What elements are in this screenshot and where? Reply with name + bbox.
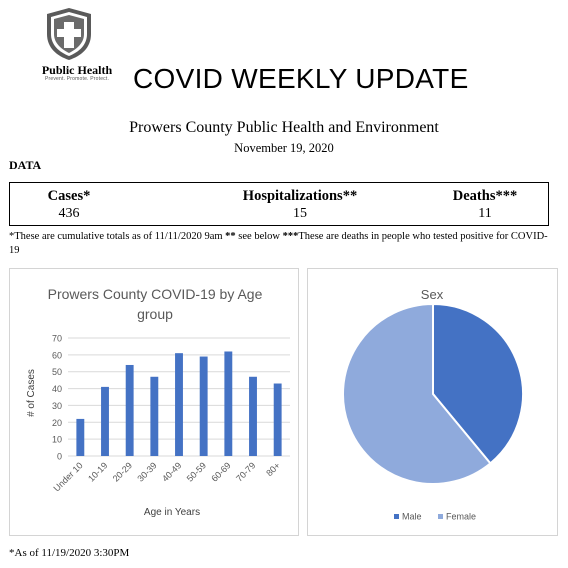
organization-name: Prowers County Public Health and Environ… [129, 119, 439, 136]
report-date: November 19, 2020 [234, 141, 334, 155]
age-chart-panel: Prowers County COVID-19 by Age group 0 10… [9, 268, 299, 536]
legend-label: Female [446, 512, 476, 522]
x-tick-label: 50-59 [185, 460, 208, 483]
bar-30-39 [150, 376, 159, 456]
chart-title-line: group [137, 306, 173, 322]
y-tick-label: 30 [52, 401, 62, 411]
age-bar-chart: Prowers County COVID-19 by Age group 0 10… [26, 286, 290, 518]
bar-20-29 [125, 364, 134, 456]
logo-tagline: Prevent. Promote. Protect. [44, 76, 110, 82]
stat-label: Hospitalizations** [242, 188, 358, 204]
y-tick-label: 40 [52, 384, 62, 394]
x-tick-labels: Under 10 10-19 20-29 30-39 40-49 50-59 60-69 70… [51, 460, 282, 493]
y-tick-label: 20 [52, 418, 62, 428]
sex-pie-chart: Sex Male Female [342, 287, 524, 522]
stat-label: Deaths*** [452, 188, 518, 204]
y-tick-label: 60 [52, 350, 62, 360]
stat-label: Cases* [47, 188, 91, 204]
footnote-part: These are deaths in people who tested po… [9, 231, 548, 256]
x-axis-label: Age in Years [144, 507, 200, 518]
bar-70-79 [249, 376, 257, 456]
footnote: *These are cumulative totals as of 11/11… [9, 230, 554, 258]
bar-60-69 [224, 351, 233, 456]
bar-80+ [273, 383, 282, 456]
legend-label: Male [402, 512, 422, 522]
x-tick-label: 10-19 [86, 460, 109, 483]
data-heading: DATA [9, 158, 42, 172]
y-tick-label: 10 [52, 435, 62, 445]
footnote-marker: ** [225, 231, 236, 242]
y-tick-label: 0 [57, 452, 62, 462]
pie-slice-female [342, 302, 492, 485]
x-tick-label: 20-29 [111, 460, 134, 483]
bar-10-19 [101, 386, 109, 456]
y-tick-label: 70 [52, 334, 62, 344]
x-tick-label: 30-39 [135, 460, 158, 483]
y-axis-label: # of Cases [26, 369, 37, 417]
bar-Under 10 [76, 418, 85, 456]
x-tick-label: 40-49 [160, 460, 183, 483]
y-tick-labels: 0 10 20 30 40 50 60 70 [52, 334, 62, 462]
stat-value: 15 [293, 206, 307, 221]
stat-value: 436 [58, 206, 80, 221]
legend-swatch [394, 514, 399, 519]
chart-title: Sex [421, 287, 444, 302]
y-tick-label: 50 [52, 367, 62, 377]
x-tick-label: 60-69 [209, 460, 232, 483]
footnote-part: see below [235, 231, 283, 242]
bar-50-59 [199, 356, 208, 456]
footnote-marker: *** [282, 231, 299, 242]
stat-hospitalizations: Hospitalizations** 15 [210, 187, 390, 223]
x-tick-label: 80+ [264, 460, 282, 478]
footnote-part: *These are cumulative totals as of 11/11… [9, 231, 226, 242]
stat-deaths: Deaths*** 11 [430, 187, 540, 223]
page-title: COVID WEEKLY UPDATE [133, 63, 469, 94]
public-health-logo [47, 8, 91, 60]
legend-swatch [438, 514, 443, 519]
pie-slice-male [432, 302, 524, 465]
x-tick-label: 70-79 [234, 460, 257, 483]
logo-name: Public Health [41, 63, 113, 77]
chart-legend: Male Female [394, 512, 476, 522]
logo-text: Public Health Prevent. Promote. Protect. [34, 64, 120, 82]
chart-bars [76, 351, 282, 456]
bar-40-49 [175, 353, 183, 456]
stat-cases: Cases* 436 [24, 187, 114, 223]
chart-title-line: Prowers County COVID-19 by Age [48, 286, 263, 302]
as-of-note: *As of 11/19/2020 3:30PM [9, 547, 130, 559]
stat-value: 11 [478, 206, 492, 221]
pie-slices [342, 302, 524, 485]
x-tick-label: Under 10 [51, 460, 84, 493]
stats-box: Cases* 436 Hospitalizations** 15 Deaths*… [9, 182, 549, 226]
sex-chart-panel: Sex Male Female [307, 268, 558, 536]
